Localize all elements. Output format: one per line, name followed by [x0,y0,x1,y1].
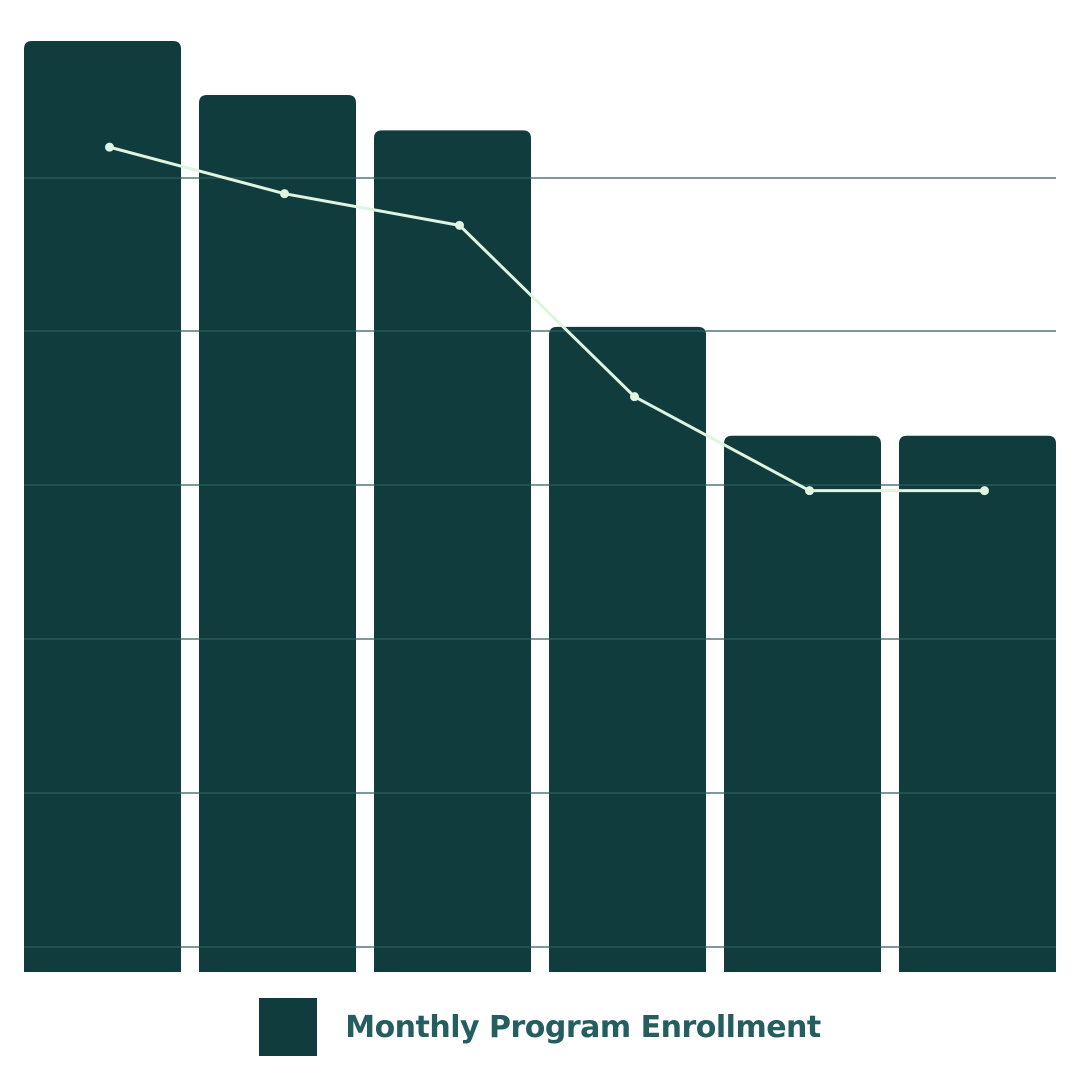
bar-2 [199,94,356,973]
bar-6 [899,435,1056,972]
trend-point-5 [805,486,814,496]
trend-point-6 [980,486,989,496]
trend-point-4 [630,392,639,402]
legend-label: Monthly Program Enrollment [345,1009,821,1045]
legend: Monthly Program Enrollment [0,996,1080,1058]
trend-point-2 [280,189,289,199]
bar-1 [24,41,181,972]
trend-point-1 [105,142,114,152]
bar-3 [374,130,531,973]
gridlines-layer [24,177,1056,948]
trend-point-3 [455,220,464,230]
legend-swatch [259,998,318,1056]
bar-5 [724,435,881,972]
bars-layer [24,41,1056,973]
trend-line-layer [105,142,989,496]
bar-4 [549,326,706,972]
trend-line [109,145,985,493]
